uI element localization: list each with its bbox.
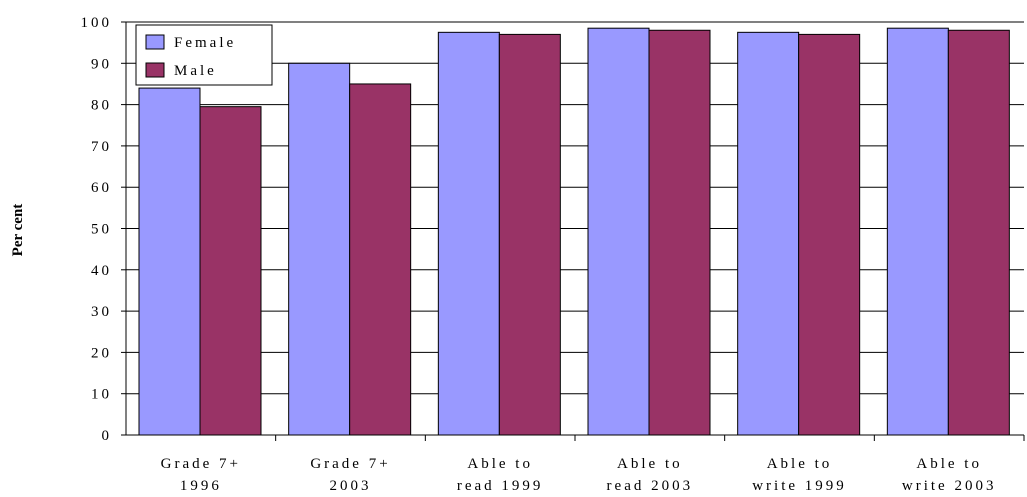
- legend-label-male: Male: [174, 63, 217, 79]
- y-tick-label: 80: [91, 98, 112, 114]
- gridlines: [126, 21, 1024, 395]
- bar-male-3: [648, 29, 711, 436]
- x-tick-label: read 2003: [607, 478, 694, 494]
- y-tick-label: 100: [81, 15, 113, 31]
- y-tick-label: 0: [102, 428, 113, 444]
- bar-male-1: [349, 83, 412, 436]
- x-tick-label: Able to: [767, 456, 833, 472]
- y-tick-labels: 0 10 20 30 40 50 60 70 80 90 100: [81, 15, 113, 444]
- x-tick-label: Grade 7+: [310, 456, 390, 472]
- x-tick-label: read 1999: [457, 478, 544, 494]
- x-tick-label: Able to: [916, 456, 982, 472]
- x-tick-label: write 2003: [902, 478, 997, 494]
- x-tick-label: 1996: [180, 478, 222, 494]
- bar-female-0: [138, 87, 201, 436]
- x-tick-label: write 1999: [752, 478, 847, 494]
- bar-male-4: [798, 33, 861, 436]
- y-tick-label: 90: [91, 56, 112, 72]
- x-tick-label: 2003: [330, 478, 372, 494]
- y-tick-label: 30: [91, 304, 112, 320]
- bar-female-2: [437, 31, 500, 436]
- legend-swatch-male: [145, 62, 165, 78]
- y-axis-label: Per cent: [10, 204, 26, 257]
- legend-swatch-female: [145, 34, 165, 50]
- x-tick-label: Able to: [617, 456, 683, 472]
- x-tick-label: Able to: [467, 456, 533, 472]
- bar-male-5: [947, 29, 1010, 436]
- legend-label-female: Female: [174, 35, 236, 51]
- y-tick-label: 70: [91, 139, 112, 155]
- y-tick-label: 60: [91, 180, 112, 196]
- bar-male-0: [199, 106, 262, 436]
- y-tick-label: 40: [91, 263, 112, 279]
- x-tick-label: Grade 7+: [161, 456, 241, 472]
- legend: Female Male: [135, 24, 273, 86]
- bars: [138, 27, 1010, 436]
- bar-female-5: [886, 27, 949, 436]
- bar-male-2: [498, 33, 561, 436]
- y-tick-label: 50: [91, 222, 112, 238]
- bar-female-3: [587, 27, 650, 436]
- bar-female-4: [737, 31, 800, 436]
- axes: [121, 21, 1025, 441]
- y-tick-label: 10: [91, 387, 112, 403]
- x-tick-labels: Grade 7+ 1996 Grade 7+ 2003 Able to read 1999…: [161, 456, 997, 494]
- bar-female-1: [288, 62, 351, 436]
- y-tick-label: 20: [91, 345, 112, 361]
